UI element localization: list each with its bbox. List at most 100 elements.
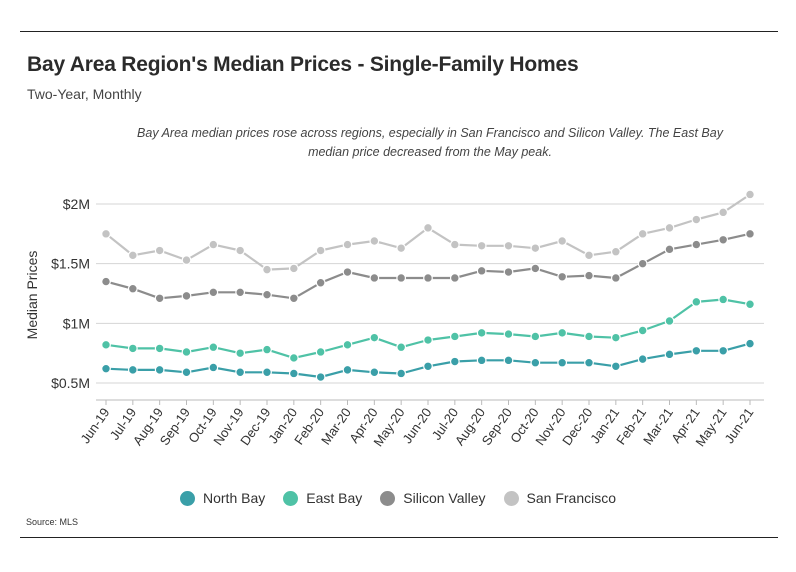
data-point-north-bay — [154, 364, 165, 375]
data-point-silicon-valley — [476, 265, 487, 276]
data-point-san-francisco — [262, 264, 272, 275]
data-point-east-bay — [396, 342, 407, 353]
series-line-east-bay — [105, 298, 751, 359]
data-point-east-bay — [235, 348, 246, 359]
data-point-east-bay — [530, 331, 541, 342]
legend-label: San Francisco — [526, 490, 616, 506]
data-point-north-bay — [476, 355, 487, 366]
data-point-north-bay — [288, 368, 299, 379]
data-point-north-bay — [584, 357, 594, 368]
data-point-north-bay — [262, 367, 272, 378]
data-point-east-bay — [718, 294, 729, 305]
data-point-north-bay — [449, 356, 460, 367]
series-line-silicon-valley — [105, 232, 751, 300]
data-point-san-francisco — [208, 239, 219, 250]
data-point-san-francisco — [101, 228, 111, 239]
data-point-north-bay — [745, 338, 755, 349]
legend-item-north-bay: North Bay — [180, 490, 265, 506]
data-point-east-bay — [449, 331, 460, 342]
data-point-north-bay — [423, 361, 433, 372]
data-point-silicon-valley — [101, 276, 111, 287]
chart-note: Bay Area median prices rose across regio… — [137, 126, 723, 159]
data-point-san-francisco — [691, 214, 702, 225]
y-axis-label: Median Prices — [24, 251, 40, 340]
data-point-silicon-valley — [718, 234, 729, 245]
data-point-north-bay — [235, 367, 246, 378]
data-point-north-bay — [637, 354, 648, 365]
data-point-east-bay — [315, 347, 326, 357]
data-point-san-francisco — [154, 245, 165, 256]
data-point-north-bay — [664, 349, 675, 360]
data-point-east-bay — [369, 332, 380, 343]
data-point-san-francisco — [503, 240, 514, 251]
y-tick-label: $1M — [63, 315, 90, 331]
legend-item-east-bay: East Bay — [283, 490, 362, 506]
data-point-silicon-valley — [342, 267, 353, 277]
legend-label: Silicon Valley — [403, 490, 486, 506]
data-point-north-bay — [342, 364, 353, 375]
data-point-san-francisco — [288, 263, 299, 274]
data-point-san-francisco — [396, 243, 407, 254]
data-point-silicon-valley — [154, 293, 165, 304]
data-point-east-bay — [503, 329, 514, 339]
data-point-north-bay — [315, 372, 326, 382]
data-point-north-bay — [557, 357, 568, 368]
data-point-east-bay — [691, 296, 702, 307]
data-point-east-bay — [127, 343, 138, 354]
data-point-east-bay — [745, 299, 755, 310]
data-point-north-bay — [503, 355, 514, 366]
legend-label: East Bay — [306, 490, 363, 506]
data-point-silicon-valley — [181, 290, 192, 301]
x-tick-label: Jun-20 — [399, 405, 434, 446]
data-point-east-bay — [181, 347, 192, 357]
data-point-san-francisco — [530, 243, 541, 254]
data-point-silicon-valley — [664, 244, 675, 255]
x-tick-label: Jun-19 — [77, 405, 112, 446]
data-point-silicon-valley — [127, 283, 138, 294]
legend-item-san-francisco: San Francisco — [503, 490, 616, 506]
data-point-north-bay — [610, 361, 621, 372]
data-point-silicon-valley — [610, 273, 621, 283]
data-point-san-francisco — [369, 236, 380, 246]
data-point-east-bay — [557, 327, 568, 338]
data-point-east-bay — [584, 331, 594, 342]
data-point-north-bay — [718, 345, 729, 356]
data-point-san-francisco — [718, 207, 729, 218]
data-point-east-bay — [154, 343, 165, 354]
data-point-san-francisco — [423, 222, 433, 233]
data-point-san-francisco — [342, 239, 353, 250]
data-point-san-francisco — [315, 245, 326, 256]
data-point-east-bay — [288, 353, 299, 363]
data-point-north-bay — [530, 357, 541, 368]
data-point-east-bay — [101, 339, 111, 350]
y-tick-label: $1.5M — [51, 256, 90, 272]
data-point-silicon-valley — [503, 267, 514, 277]
y-tick-label: $2M — [63, 196, 90, 212]
data-point-east-bay — [664, 316, 675, 326]
data-point-silicon-valley — [584, 270, 594, 281]
legend-label: North Bay — [203, 490, 266, 506]
data-point-san-francisco — [637, 228, 648, 239]
legend-swatch — [180, 490, 195, 506]
data-point-san-francisco — [557, 236, 568, 246]
data-point-san-francisco — [235, 245, 246, 256]
data-point-silicon-valley — [396, 273, 407, 283]
source-note: Source: MLS — [26, 517, 79, 527]
data-point-san-francisco — [610, 246, 621, 257]
data-point-san-francisco — [745, 189, 755, 200]
data-point-silicon-valley — [262, 289, 272, 300]
data-point-silicon-valley — [208, 287, 219, 298]
data-point-east-bay — [423, 335, 433, 345]
data-point-north-bay — [127, 364, 138, 375]
data-point-san-francisco — [664, 222, 675, 233]
bottom-rule — [20, 537, 778, 538]
data-point-north-bay — [396, 368, 407, 379]
x-tick-label: Jun-21 — [721, 405, 756, 446]
chart-title: Bay Area Region's Median Prices - Single… — [27, 53, 579, 76]
data-point-san-francisco — [181, 255, 192, 265]
data-point-silicon-valley — [745, 228, 755, 239]
legend-swatch — [283, 490, 299, 506]
data-point-north-bay — [691, 345, 702, 356]
data-point-silicon-valley — [288, 293, 299, 304]
